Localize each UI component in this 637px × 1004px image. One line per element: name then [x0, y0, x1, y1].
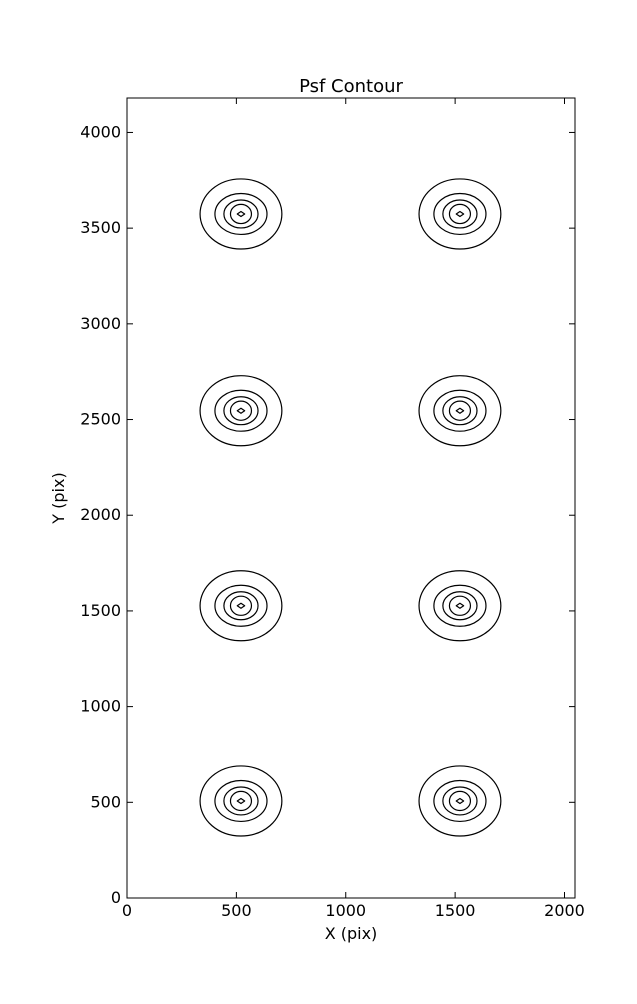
contour-ring [433, 779, 487, 823]
y-tick-label: 4000 [80, 122, 121, 141]
contour-ring [199, 375, 283, 447]
contour-ring-inner [455, 602, 465, 609]
contour-ring [223, 396, 259, 426]
y-tick-label: 1000 [80, 697, 121, 716]
contour-ring-inner [455, 407, 465, 414]
y-tick-label: 3500 [80, 218, 121, 237]
plot-title: Psf Contour [299, 76, 403, 97]
contour-ring [433, 389, 487, 432]
y-tick-label: 2000 [80, 505, 121, 524]
y-tick-label: 2500 [80, 410, 121, 429]
contour-ring [229, 203, 253, 225]
contour-ring [448, 400, 472, 421]
contour-ring [229, 595, 253, 616]
contour-ring [448, 595, 472, 616]
contour-ring [223, 591, 259, 621]
contour-ring [448, 203, 472, 225]
y-tick-label: 1500 [80, 601, 121, 620]
contour-ring [442, 786, 478, 816]
contour-ring [418, 765, 502, 837]
contour-ring [199, 765, 283, 837]
contour-ring [199, 178, 283, 250]
contour-ring [418, 375, 502, 447]
axes-frame [126, 97, 576, 899]
contour-ring [214, 192, 268, 236]
contour-ring [442, 591, 478, 621]
contour-ring-inner [236, 602, 246, 609]
x-tick-label: 0 [122, 901, 132, 920]
contour-ring [448, 790, 472, 812]
x-tick-label: 1500 [435, 901, 476, 920]
contour-ring-inner [455, 210, 465, 218]
contour-ring [433, 584, 487, 627]
contour-ring-inner [455, 797, 465, 805]
contour-ring [418, 570, 502, 642]
contour-ring [442, 199, 478, 229]
contour-ring [214, 779, 268, 823]
contour-ring [229, 790, 253, 812]
y-tick-label: 500 [90, 792, 121, 811]
contour-ring [214, 389, 268, 432]
contour-ring [214, 584, 268, 627]
contour-ring [418, 178, 502, 250]
contour-ring [199, 570, 283, 642]
contour-ring [223, 199, 259, 229]
contour-ring [433, 192, 487, 236]
x-axis-label: X (pix) [325, 924, 378, 943]
contour-ring-inner [236, 797, 246, 805]
contour-ring [229, 400, 253, 421]
y-axis-label: Y (pix) [49, 472, 68, 524]
contour-ring [223, 786, 259, 816]
x-tick-label: 500 [221, 901, 252, 920]
y-tick-label: 3000 [80, 314, 121, 333]
contour-ring [442, 396, 478, 426]
x-tick-label: 2000 [544, 901, 585, 920]
contour-ring-inner [236, 210, 246, 218]
y-tick-label: 0 [111, 888, 121, 907]
contour-ring-inner [236, 407, 246, 414]
x-tick-label: 1000 [325, 901, 366, 920]
